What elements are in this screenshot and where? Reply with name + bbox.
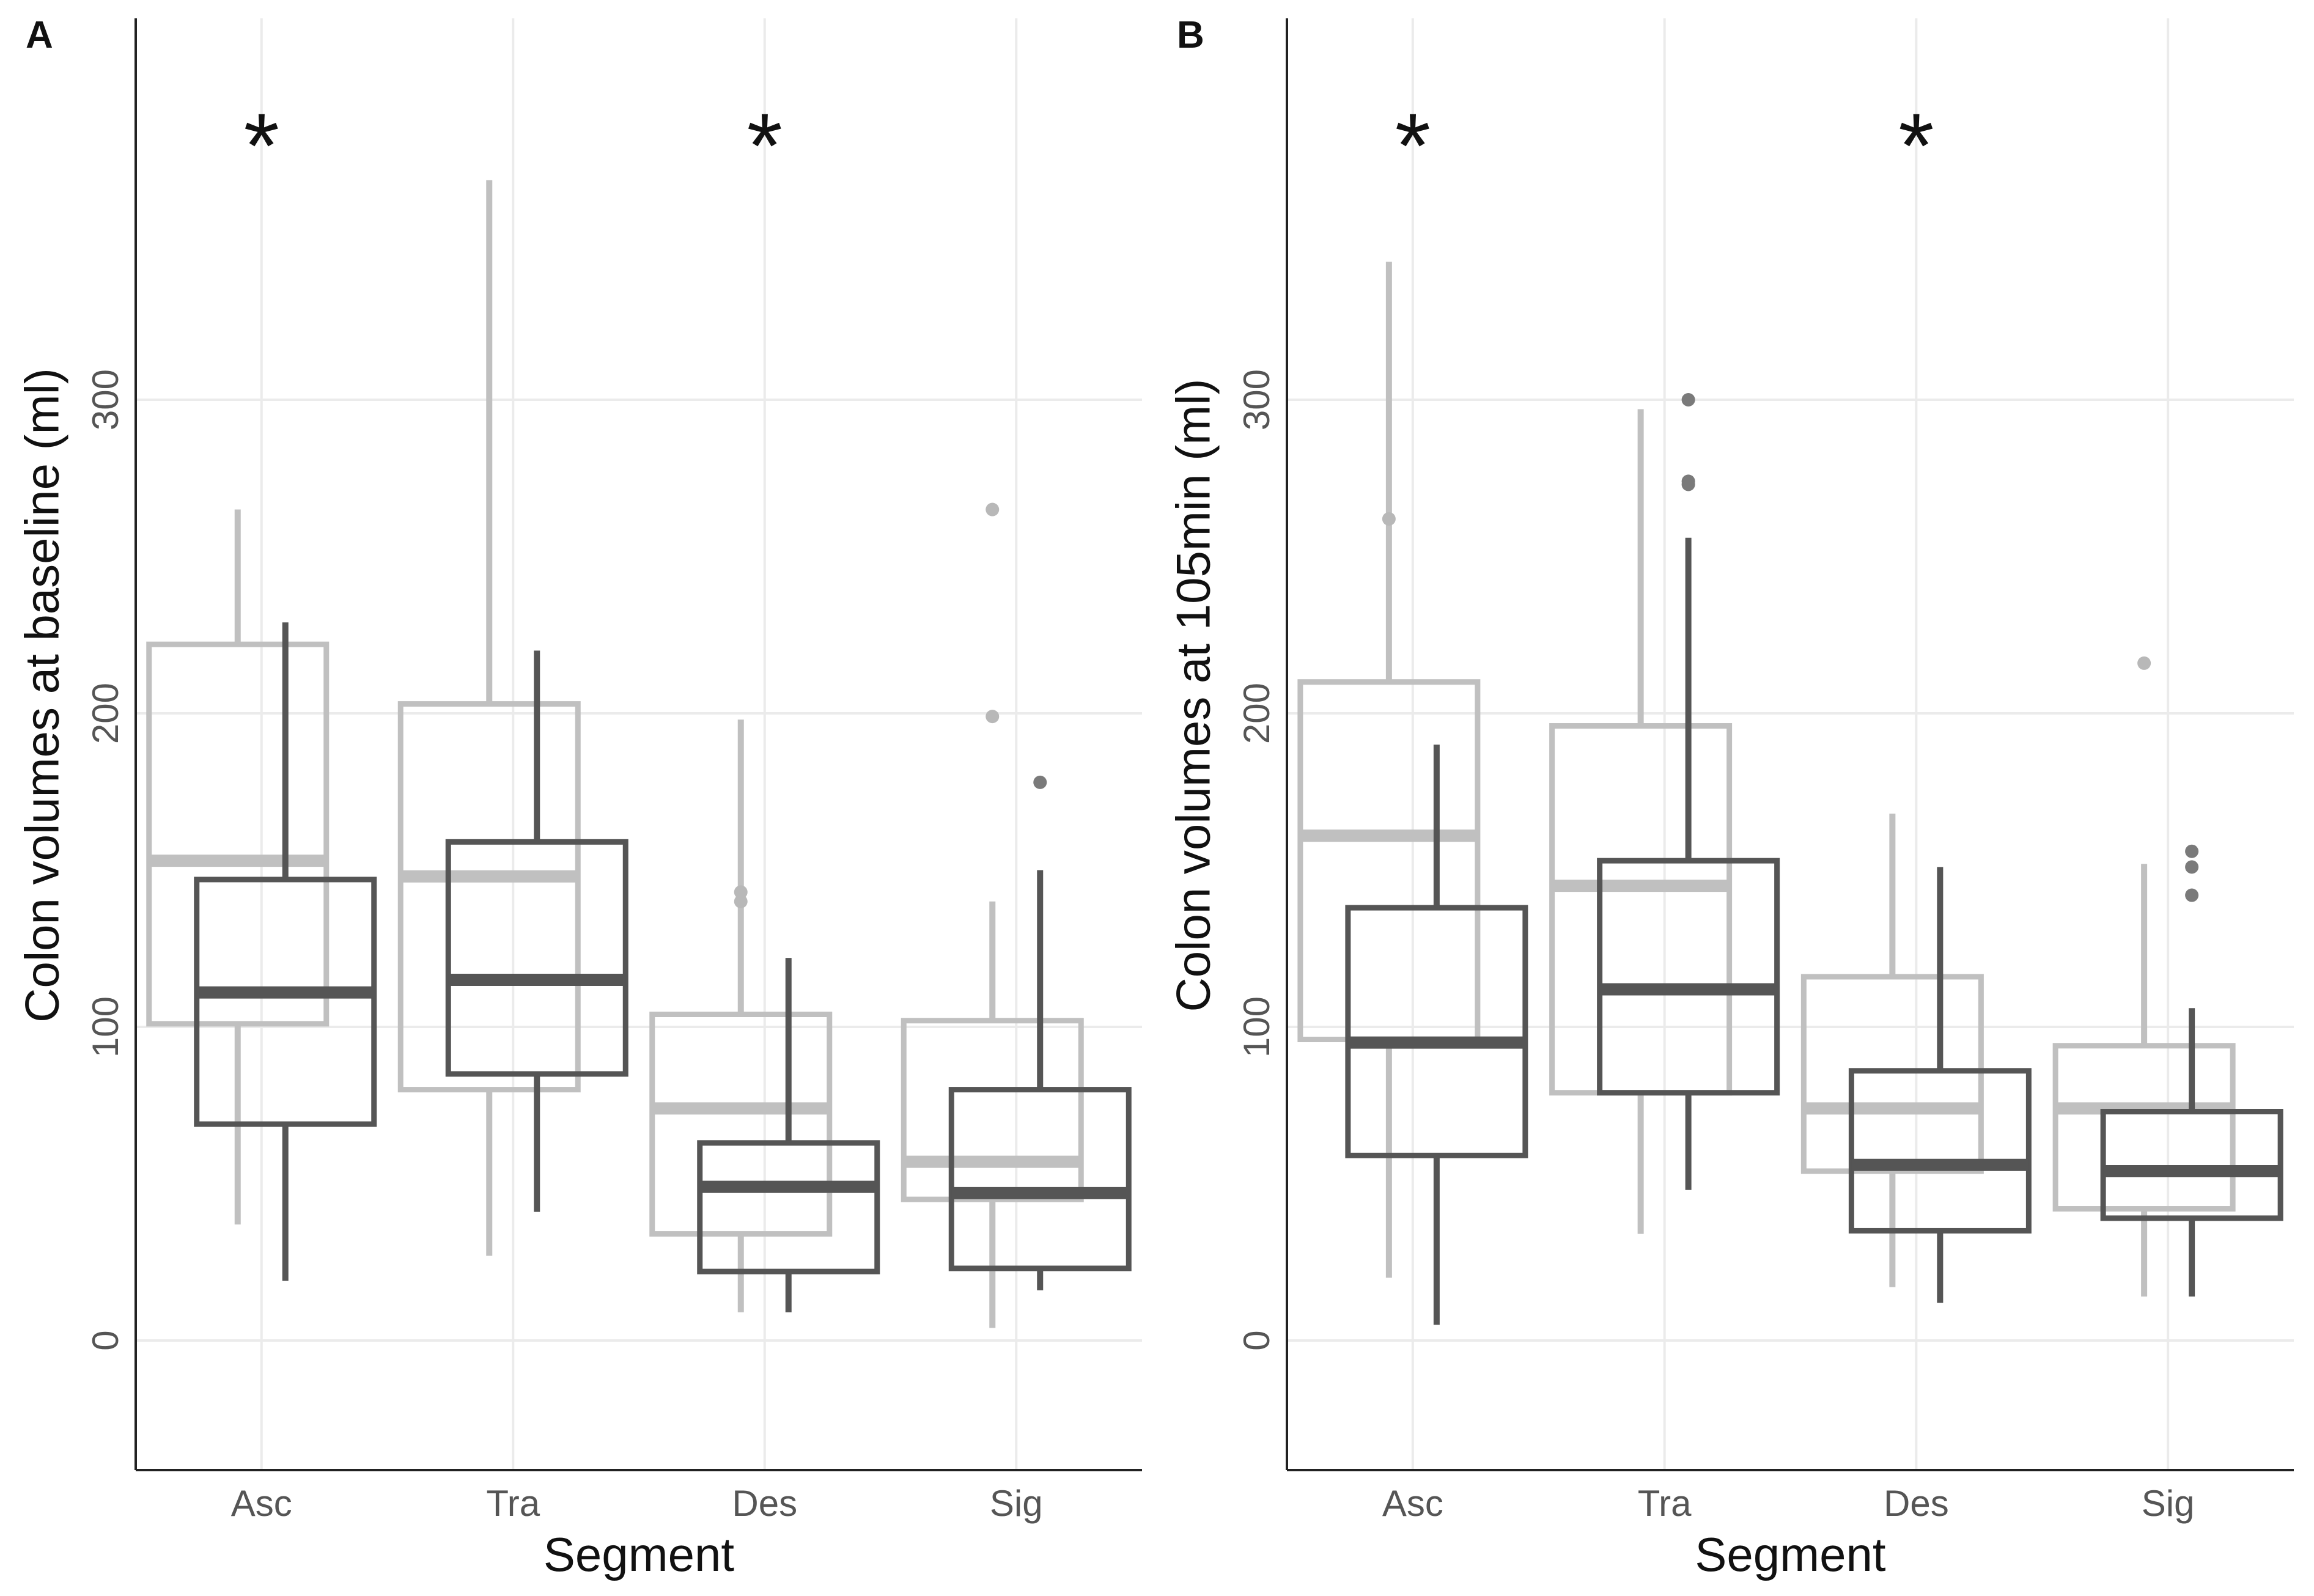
box — [649, 1011, 833, 1237]
y-tick-label: 0 — [85, 1330, 126, 1350]
outlier-point — [2185, 860, 2199, 874]
box — [901, 1018, 1084, 1202]
box — [2100, 1109, 2283, 1221]
x-tick-label: Sig — [2142, 1483, 2195, 1524]
box — [1800, 974, 1984, 1174]
panel-label: A — [26, 14, 53, 56]
outlier-point — [1681, 477, 1695, 491]
box — [445, 839, 628, 1077]
box — [2052, 1043, 2236, 1212]
y-axis-title: Colon volumes at 105min (ml) — [1166, 378, 1220, 1012]
x-tick-label: Des — [1884, 1483, 1949, 1524]
box — [697, 1140, 880, 1274]
box — [1345, 905, 1528, 1158]
x-tick-label: Sig — [990, 1483, 1043, 1524]
panel-a: 0 100 200 300 Asc Tra Des Sig * * Segment Colon vol… — [15, 14, 1142, 1581]
x-axis-title: Segment — [543, 1528, 735, 1581]
x-tick-label: Des — [732, 1483, 797, 1524]
outlier-point — [2185, 888, 2199, 902]
panel-label: B — [1177, 14, 1204, 56]
box — [1297, 679, 1481, 1043]
y-tick-label: 300 — [85, 369, 126, 430]
outlier-point — [734, 894, 748, 908]
box — [194, 877, 377, 1127]
significance-star: * — [1898, 94, 1934, 197]
x-tick-label: Asc — [1382, 1483, 1443, 1524]
y-tick-label: 100 — [1236, 996, 1277, 1057]
outlier-point — [986, 710, 1000, 724]
outlier-point — [2185, 844, 2199, 858]
y-tick-label: 0 — [1236, 1330, 1277, 1350]
y-tick-label: 200 — [85, 683, 126, 744]
panel-b: 0 100 200 300 Asc Tra Des Sig * * Segment Colon vol… — [1166, 14, 2294, 1581]
y-tick-label: 100 — [85, 996, 126, 1057]
x-tick-label: Tra — [486, 1483, 540, 1524]
outlier-point — [1382, 512, 1396, 526]
x-axis-title: Segment — [1695, 1528, 1886, 1581]
outlier-point — [2137, 656, 2151, 670]
x-tick-label: Tra — [1638, 1483, 1692, 1524]
outlier-point — [734, 885, 748, 899]
x-tick-label: Asc — [231, 1483, 292, 1524]
significance-star: * — [747, 94, 783, 197]
box — [948, 1087, 1132, 1271]
box — [146, 641, 330, 1027]
box — [1848, 1068, 2032, 1234]
y-axis-title: Colon volumes at baseline (ml) — [15, 368, 69, 1023]
y-tick-label: 300 — [1236, 369, 1277, 430]
outlier-point — [1681, 393, 1695, 406]
significance-star: * — [244, 94, 279, 197]
outlier-point — [986, 502, 1000, 517]
y-tick-label: 200 — [1236, 683, 1277, 744]
outlier-point — [1033, 775, 1047, 789]
significance-star: * — [1395, 94, 1431, 197]
box — [1597, 858, 1780, 1096]
box — [1549, 723, 1733, 1096]
box — [397, 701, 581, 1093]
